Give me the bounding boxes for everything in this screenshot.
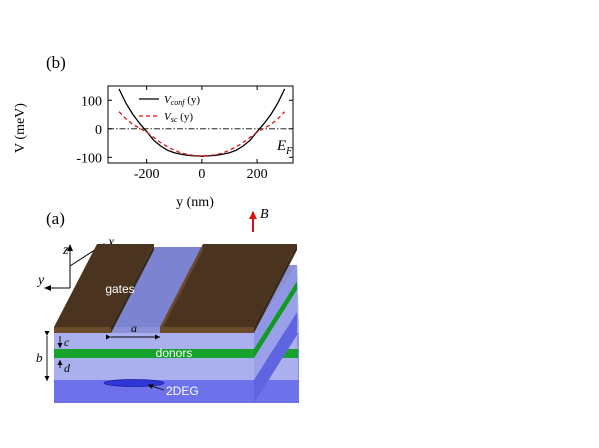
dimension-c-label: c xyxy=(64,335,70,349)
gates-label: gates xyxy=(105,282,134,296)
y-tick-label: 0 xyxy=(95,123,102,138)
right-gate-inner-edge xyxy=(160,244,203,333)
right-gate-front xyxy=(160,327,254,333)
y-axis-label: V (meV) xyxy=(13,103,28,153)
y-axis-label-3d: y xyxy=(36,273,45,288)
panel-a: (a) B z x y xyxy=(36,207,299,403)
panel-a-label: (a) xyxy=(46,209,65,228)
channel-region xyxy=(111,247,203,327)
dimension-a-label: a xyxy=(131,321,137,335)
right-gate-side xyxy=(254,244,297,333)
x-axis-label: y (nm) xyxy=(176,195,214,210)
axis-tick-labels: -200 0 200 -100 0 100 xyxy=(76,94,267,182)
left-gate-side xyxy=(111,244,154,333)
dimension-d-label: d xyxy=(64,361,71,375)
z-axis-label: z xyxy=(62,243,69,258)
left-gate-front xyxy=(54,327,111,333)
series-lines xyxy=(118,88,286,157)
y-tick-label: -100 xyxy=(76,151,102,166)
twodeg-pointer xyxy=(147,384,165,391)
x-tick-label: -200 xyxy=(134,167,160,182)
legend-entry-vconf: Vconf (y) xyxy=(164,94,200,107)
axis-ticks xyxy=(108,86,293,163)
x-axis-label-3d: x xyxy=(107,235,115,250)
right-gate xyxy=(160,244,297,333)
legend-entry-vsc: Vsc (y) xyxy=(164,111,193,124)
donors-label: donors xyxy=(156,346,193,360)
slab-side-face xyxy=(254,265,297,403)
twodeg-ellipse xyxy=(103,379,165,387)
series-line-vsc xyxy=(118,111,286,157)
legend: Vconf (y) Vsc (y) xyxy=(139,94,200,124)
magnetic-field-label: B xyxy=(260,207,269,222)
y-tick-label: 100 xyxy=(81,94,102,109)
heterostructure-front-right xyxy=(54,333,254,403)
panel-b: (b) V (meV) y (nm) -200 0 200 -100 0 100 Vcon… xyxy=(13,53,294,210)
dimension-b-label: b xyxy=(36,350,43,365)
slab-right-face xyxy=(297,254,299,403)
x-tick-label: 0 xyxy=(198,167,205,182)
x-tick-label: 200 xyxy=(247,167,268,182)
left-gate xyxy=(54,244,154,333)
panel-b-label: (b) xyxy=(46,53,66,72)
plot-frame xyxy=(107,85,294,164)
fermi-energy-label: EF xyxy=(276,138,293,157)
left-gate-top xyxy=(54,244,154,327)
twodeg-label: 2DEG xyxy=(166,384,199,398)
